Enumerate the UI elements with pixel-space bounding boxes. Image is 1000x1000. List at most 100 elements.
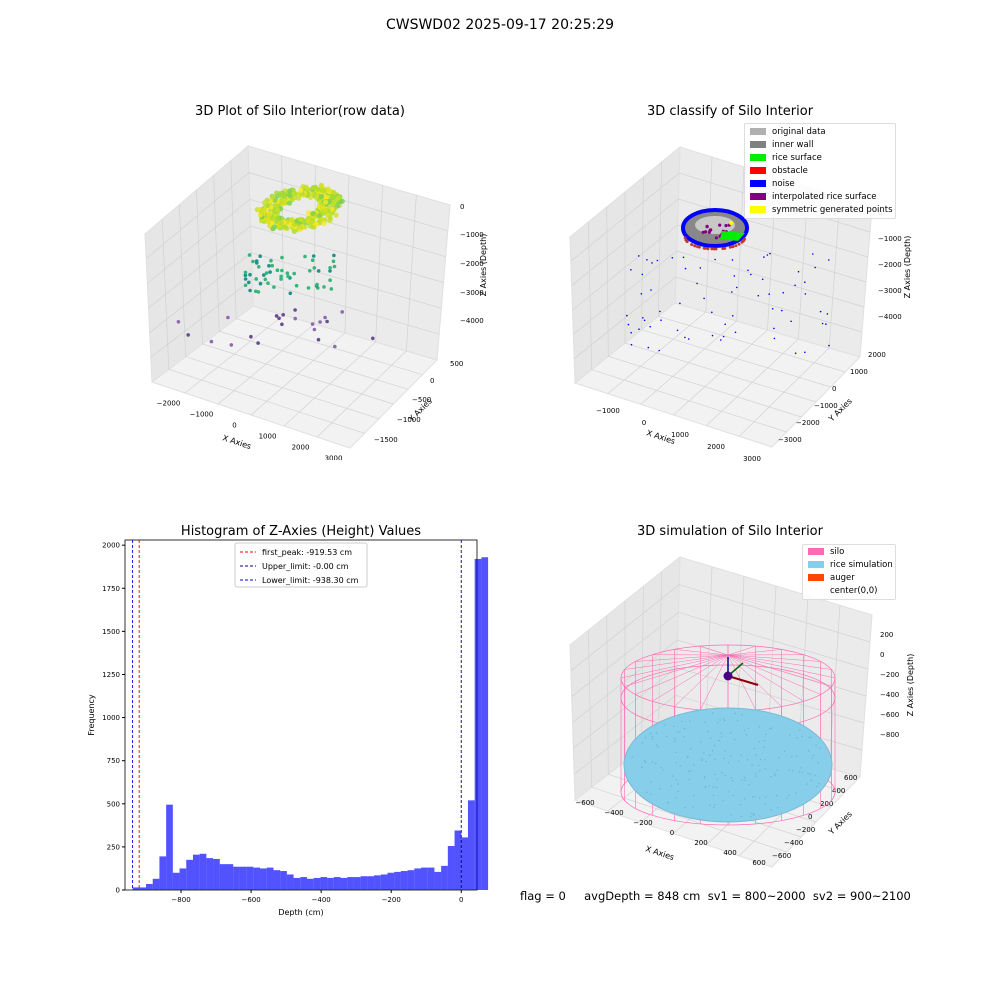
simulation-y-tick-label: −200 [796,826,815,834]
simulation-rice-texture [729,732,732,734]
classify-noise-point [630,343,633,346]
simulation-silo-wire [727,654,832,687]
histogram-chart: −800 −600 −400 −200 0 0 250 500 750 1000 1250 1500 1… [87,539,489,917]
simulation-rice-texture [758,764,760,767]
histogram-y-tick-label: 0 [116,887,120,895]
simulation-rice-texture [819,747,822,749]
raw-data-point [247,280,251,285]
raw-data-point [249,334,253,339]
classify-obstacle-point [737,242,741,246]
raw-data-point [300,184,306,190]
simulation-rice-texture [759,815,761,817]
simulation-rice-texture [770,809,772,811]
raw-data-point [280,255,284,260]
classify-noise-point [771,308,774,310]
raw-data-point [257,265,261,269]
simulation-rice-texture [739,803,742,806]
simulation-rice-texture [651,761,654,763]
raw-x-tick-label: 2000 [292,444,310,452]
legend-label: obstacle [772,166,808,176]
raw-data-point [331,259,336,264]
simulation-rice-texture [747,727,749,729]
raw-data-point [320,187,326,194]
histogram-bar [260,868,267,890]
simulation-rice-texture [659,788,661,790]
raw-y-tick-label: −1000 [397,416,421,424]
simulation-rice-texture [667,802,669,804]
simulation-silo-wire [624,654,729,670]
classify-noise-point [687,338,690,340]
classify-noise-point [790,320,792,323]
raw-3d-plot: −2000 −1000 0 1000 2000 3000 500 0 −500 −1000 −150… [144,144,488,460]
classify-legend-item: original data [750,127,826,137]
simulation-rice-texture [663,769,665,771]
simulation-rice-texture [679,765,681,767]
histogram-y-tick-label: 750 [107,757,120,765]
histogram-bar [146,883,153,890]
raw-panel-title: 3D Plot of Silo Interior(row data) [195,104,405,119]
raw-data-point [266,281,270,285]
simulation-rice-texture [665,735,668,738]
histogram-bar [400,871,408,890]
simulation-z-tick-label: 200 [880,631,893,639]
classify-noise-point [711,334,714,337]
raw-x-tick-label: −1000 [190,411,214,419]
classify-noise-point [736,286,738,289]
classify-noise-point [699,267,702,269]
simulation-rice-texture [677,783,679,785]
raw-data-point [321,221,327,227]
histogram-bar [300,877,307,890]
classify-noise-point [627,323,630,326]
simulation-silo-wire [624,654,729,687]
legend-label: interpolated rice surface [772,192,877,202]
histogram-bar [394,871,401,890]
simulation-silo-wire [727,654,821,695]
raw-data-point [322,285,326,289]
classify-y-tick-label: 0 [832,385,836,393]
simulation-rice-texture [686,756,688,758]
raw-data-point [248,288,252,293]
histogram-y-tick-label: 500 [107,800,120,808]
simulation-panel-title: 3D simulation of Silo Interior [637,524,823,539]
histogram-legend-label: Upper_limit: -0.00 cm [262,562,349,571]
simulation-rice-texture [809,736,812,739]
simulation-rice-texture [722,800,724,802]
simulation-rice-texture [808,736,810,739]
classify-noise-point [638,255,640,257]
simulation-silo-wire [727,649,782,656]
raw-grid-line [316,195,417,438]
classify-noise-point [720,339,722,341]
simulation-auger [727,675,759,686]
simulation-rice-texture [704,721,706,724]
classify-noise-point [733,275,736,277]
simulation-rice-texture [815,744,817,746]
simulation-rice-texture [675,797,678,799]
histogram-bar [421,867,428,890]
classify-noise-point [797,270,800,273]
raw-data-point [310,185,316,191]
simulation-rice-texture [699,741,702,743]
simulation-rice-texture [759,758,762,761]
simulation-rice-texture [644,761,647,764]
histogram-bar [286,874,294,890]
raw-data-point [292,271,296,276]
simulation-rice-texture [727,761,729,764]
histogram-bar [293,877,301,890]
simulation-rice-texture [731,780,734,782]
raw-data-point [323,315,327,320]
simulation-legend-item: center(0,0) [808,586,878,596]
raw-x-tick-label: 1000 [259,433,277,441]
simulation-rice-texture [816,785,818,788]
classify-z-tick-label: −3000 [878,287,902,295]
legend-swatch [750,193,766,200]
simulation-grid-line [571,611,869,697]
raw-data-point [323,199,329,205]
classify-obstacle-point [742,238,746,242]
raw-data-point [318,320,322,324]
raw-data-point [287,193,293,199]
simulation-rice-texture [688,778,690,781]
simulation-rice-texture [808,750,810,752]
simulation-legend-item: auger [808,573,855,583]
figure-title: CWSWD02 2025-09-17 20:25:29 [385,17,615,33]
simulation-rice-texture [675,779,677,781]
